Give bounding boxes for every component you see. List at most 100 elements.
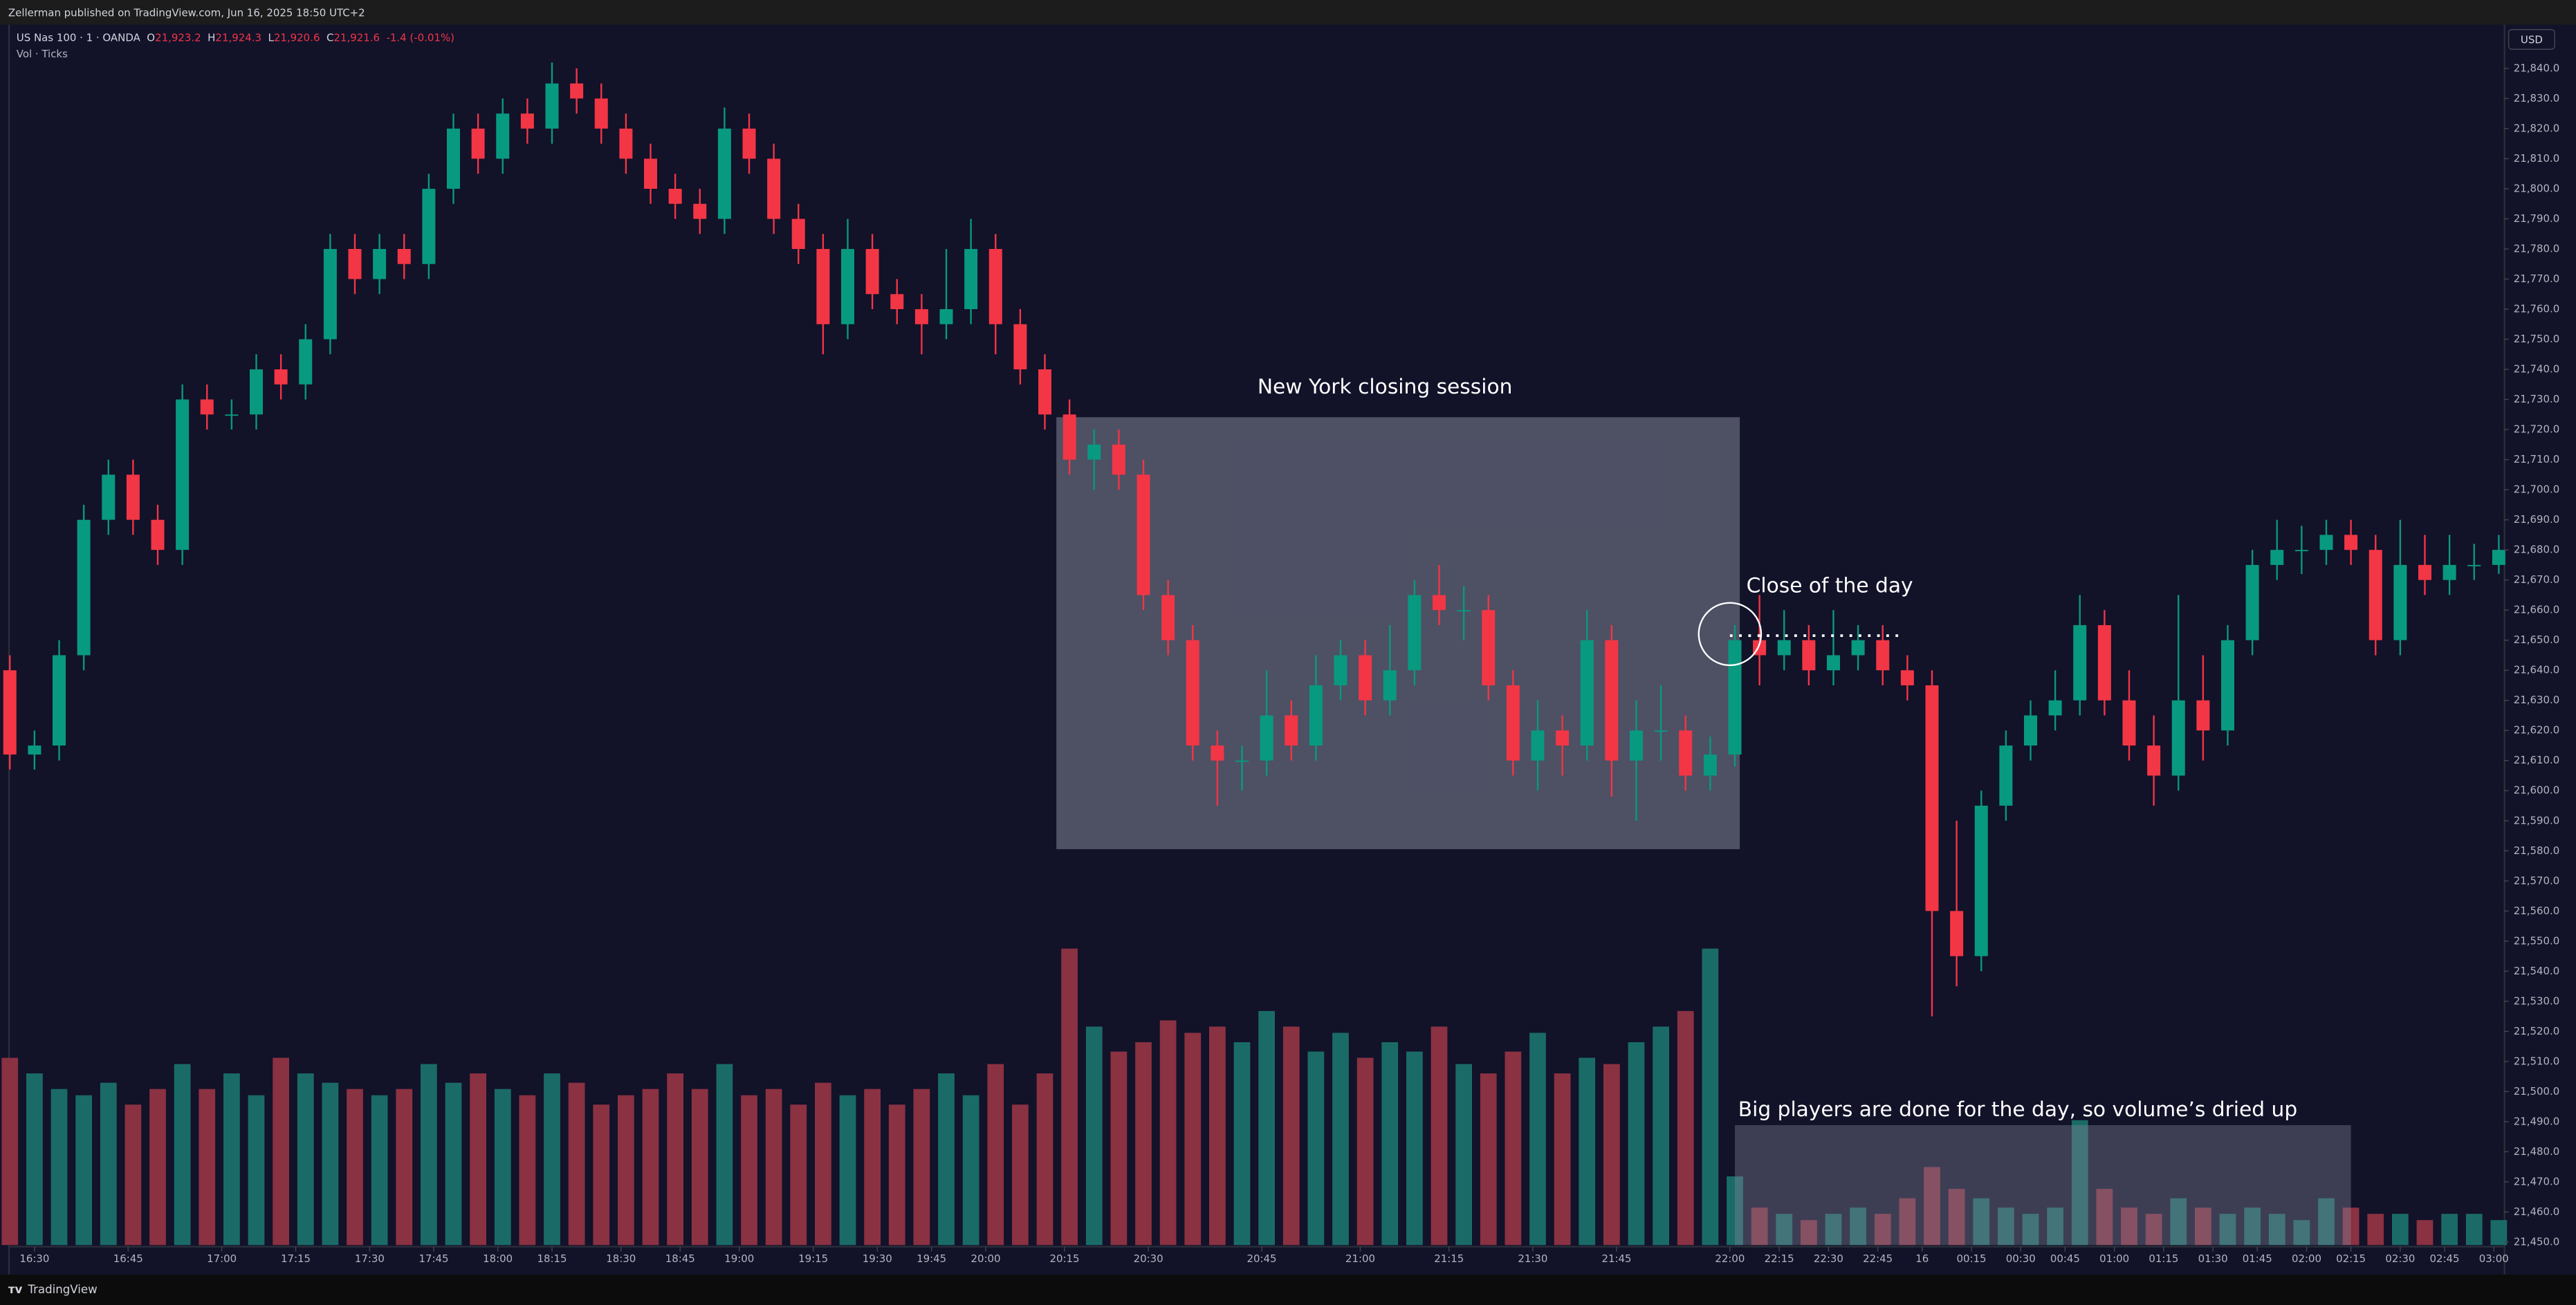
candle-body xyxy=(1974,806,1988,956)
y-tick-label: 21,560.0 xyxy=(2514,905,2560,917)
legend-key: H xyxy=(208,31,215,44)
x-tick-label: 22:15 xyxy=(1765,1252,1794,1265)
y-tick-label: 21,550.0 xyxy=(2514,934,2560,947)
candle-body xyxy=(53,655,66,746)
candle-body xyxy=(1506,685,1520,761)
candle-body xyxy=(1900,670,1914,685)
candle-body xyxy=(1605,640,1619,761)
x-tick-label: 20:30 xyxy=(1134,1252,1163,1265)
volume-bar xyxy=(1653,1026,1669,1246)
candle-body xyxy=(988,249,1002,324)
candle-body xyxy=(914,309,928,324)
x-tick-label: 18:30 xyxy=(606,1252,636,1265)
candle-body xyxy=(1408,595,1422,671)
candle-body xyxy=(1556,730,1570,746)
candle-body xyxy=(841,249,854,324)
x-tick-label: 02:00 xyxy=(2292,1252,2321,1265)
y-tick-label: 21,810.0 xyxy=(2514,152,2560,165)
volume-bar xyxy=(1184,1033,1202,1246)
candle-body xyxy=(939,309,953,324)
y-tick-label: 21,720.0 xyxy=(2514,423,2560,436)
volume-bar xyxy=(1924,1167,1940,1246)
candle-body xyxy=(890,294,904,310)
candle-body xyxy=(3,670,17,755)
volume-bar xyxy=(1085,1026,1103,1246)
x-tick-label: 18:15 xyxy=(537,1252,567,1265)
header-text: Zellerman published on TradingView.com, … xyxy=(8,7,365,19)
volume-bar xyxy=(1406,1051,1423,1246)
x-tick-label: 01:45 xyxy=(2243,1252,2272,1265)
x-tick-label: 19:15 xyxy=(798,1252,828,1265)
volume-bar xyxy=(1233,1042,1251,1246)
volume-bar xyxy=(2022,1214,2039,1246)
y-tick-label: 21,620.0 xyxy=(2514,724,2560,737)
y-tick-label: 21,690.0 xyxy=(2514,513,2560,526)
x-tick-label: 00:30 xyxy=(2006,1252,2036,1265)
x-tick-label: 17:45 xyxy=(418,1252,448,1265)
candle-body xyxy=(1703,755,1717,776)
candle-body xyxy=(1654,730,1668,732)
y-tick-label: 21,640.0 xyxy=(2514,664,2560,676)
candle-body xyxy=(1285,715,1298,746)
y-tick-label: 21,480.0 xyxy=(2514,1145,2560,1158)
candle-body xyxy=(496,113,510,159)
candle-body xyxy=(2097,624,2111,701)
volume-bar xyxy=(297,1073,314,1246)
candle-body xyxy=(2171,700,2185,776)
x-tick-label: 18:45 xyxy=(665,1252,695,1265)
legend-key: O xyxy=(147,31,155,44)
candle-body xyxy=(2467,564,2481,566)
volume-bar xyxy=(100,1082,117,1246)
y-tick-label: 21,600.0 xyxy=(2514,784,2560,797)
candle-body xyxy=(644,158,657,189)
candle-body xyxy=(28,745,42,755)
candle-body xyxy=(594,98,608,129)
volume-bar xyxy=(1727,1176,1743,1246)
volume-bar xyxy=(2071,1120,2088,1246)
annotation: Big players are done for the day, so vol… xyxy=(1738,1097,2297,1121)
y-tick-label: 21,570.0 xyxy=(2514,874,2560,887)
candle-body xyxy=(250,369,263,415)
x-tick-label: 21:30 xyxy=(1518,1252,1547,1265)
candle-body xyxy=(2147,745,2161,776)
y-tick-label: 21,530.0 xyxy=(2514,994,2560,1007)
legend-change: -1.4 (-0.01%) xyxy=(387,31,454,44)
footer-logo: ᴛᴠ xyxy=(8,1283,23,1296)
candle-pane xyxy=(3,62,2505,1017)
volume-bar xyxy=(888,1104,905,1246)
volume-bar xyxy=(1455,1064,1472,1246)
x-tick-label: 17:00 xyxy=(207,1252,237,1265)
volume-bar xyxy=(322,1082,339,1246)
volume-bar xyxy=(1801,1220,1817,1246)
volume-bar xyxy=(716,1064,733,1246)
candle-body xyxy=(1334,655,1347,685)
volume-bar xyxy=(347,1089,363,1246)
volume-bar xyxy=(2490,1220,2508,1246)
x-tick-label: 02:30 xyxy=(2385,1252,2415,1265)
volume-bar xyxy=(75,1095,92,1246)
candle-body xyxy=(176,399,190,550)
legend-value: 21,921.6 xyxy=(333,31,380,44)
candle-body xyxy=(2122,700,2136,746)
volume-bar xyxy=(2219,1214,2236,1246)
candle-body xyxy=(126,474,140,520)
x-tick-label: 19:30 xyxy=(863,1252,892,1265)
volume-bar xyxy=(815,1082,831,1246)
candle-body xyxy=(1876,640,1890,671)
volume-bar xyxy=(1948,1189,1965,1246)
volume-bar xyxy=(864,1089,881,1246)
candle-body xyxy=(1260,715,1273,761)
volume-bar xyxy=(2441,1214,2458,1246)
volume-bar xyxy=(913,1089,930,1246)
volume-bar xyxy=(1998,1207,2014,1246)
volume-bar xyxy=(1135,1042,1152,1246)
candle-body xyxy=(1235,760,1249,762)
volume-bar xyxy=(1899,1198,1916,1246)
volume-bar xyxy=(1159,1020,1177,1246)
legend-key: C xyxy=(326,31,333,44)
x-tick-label: 16:30 xyxy=(19,1252,49,1265)
candle-body xyxy=(2319,535,2333,550)
volume-bar xyxy=(987,1064,1004,1246)
candle-body xyxy=(1827,655,1840,671)
